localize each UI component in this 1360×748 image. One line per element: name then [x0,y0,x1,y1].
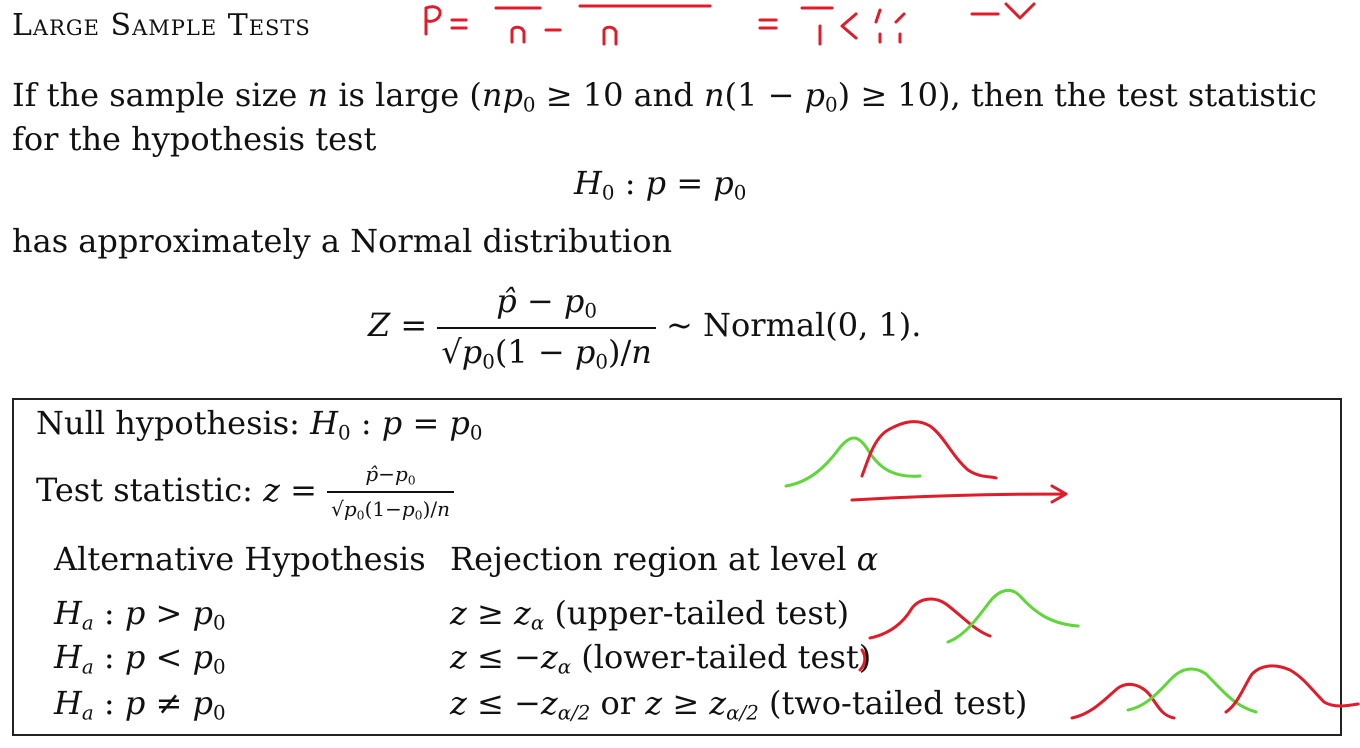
z-fraction: p̂ − p0 √p0(1 − p0)/n [437,282,656,373]
alt-row-upper: Ha : p > p0 [54,594,226,635]
null-label: Null hypothesis: [36,404,300,442]
alt-row-lower: Ha : p < p0 [54,638,226,679]
rule-or-text: or [600,684,636,722]
alt-header: Alternative Hypothesis [54,540,426,578]
top-red-scribble [424,2,1036,46]
intro-text-4: ), then the test statistic [938,76,1317,114]
section-title: Large Sample Tests [12,8,311,43]
rule-lower-text: (lower-tailed test) [581,638,872,676]
rej-header-text: Rejection region at level [450,540,847,578]
math-n: n [307,76,329,114]
rule-row-two: z ≤ −zα/2 or z ≥ zα/2 (two-tailed test) [450,684,1028,725]
normal-label: Normal(0, 1). [703,306,922,345]
summary-box [12,398,1342,736]
rule-row-upper: z ≥ zα (upper-tailed test) [450,594,850,635]
math-condition-1: np [481,76,523,114]
alt-row-two: Ha : p ≠ p0 [54,684,226,725]
intro-line-2: for the hypothesis test [12,120,377,158]
rule-row-lower: z ≤ −zα (lower-tailed test) [450,638,872,679]
intro-line-1: If the sample size n is large (np0 ≥ 10 … [12,76,1317,117]
rule-two-text: (two-tailed test) [769,684,1028,722]
math-condition-2: n [703,76,725,114]
box-test-line: Test statistic: z = p̂−p0 √p0(1−p0)/n [36,462,454,523]
test-label: Test statistic: [36,470,253,509]
intro-text-1: If the sample size [12,76,308,114]
rej-header: Rejection region at level α [450,540,879,578]
small-z-fraction: p̂−p0 √p0(1−p0)/n [327,462,454,523]
normal-dist-text: has approximately a Normal distribution [12,222,673,260]
z-formula: Z = p̂ − p0 √p0(1 − p0)/n ~ Normal(0, 1)… [368,282,922,374]
box-null-line: Null hypothesis: H0 : p = p0 [36,404,483,445]
intro-text-2: is large ( [328,76,482,114]
null-hypothesis-equation: H0 : p = p0 [574,164,747,205]
rule-upper-text: (upper-tailed test) [554,594,850,632]
intro-text-3: and [623,76,704,114]
